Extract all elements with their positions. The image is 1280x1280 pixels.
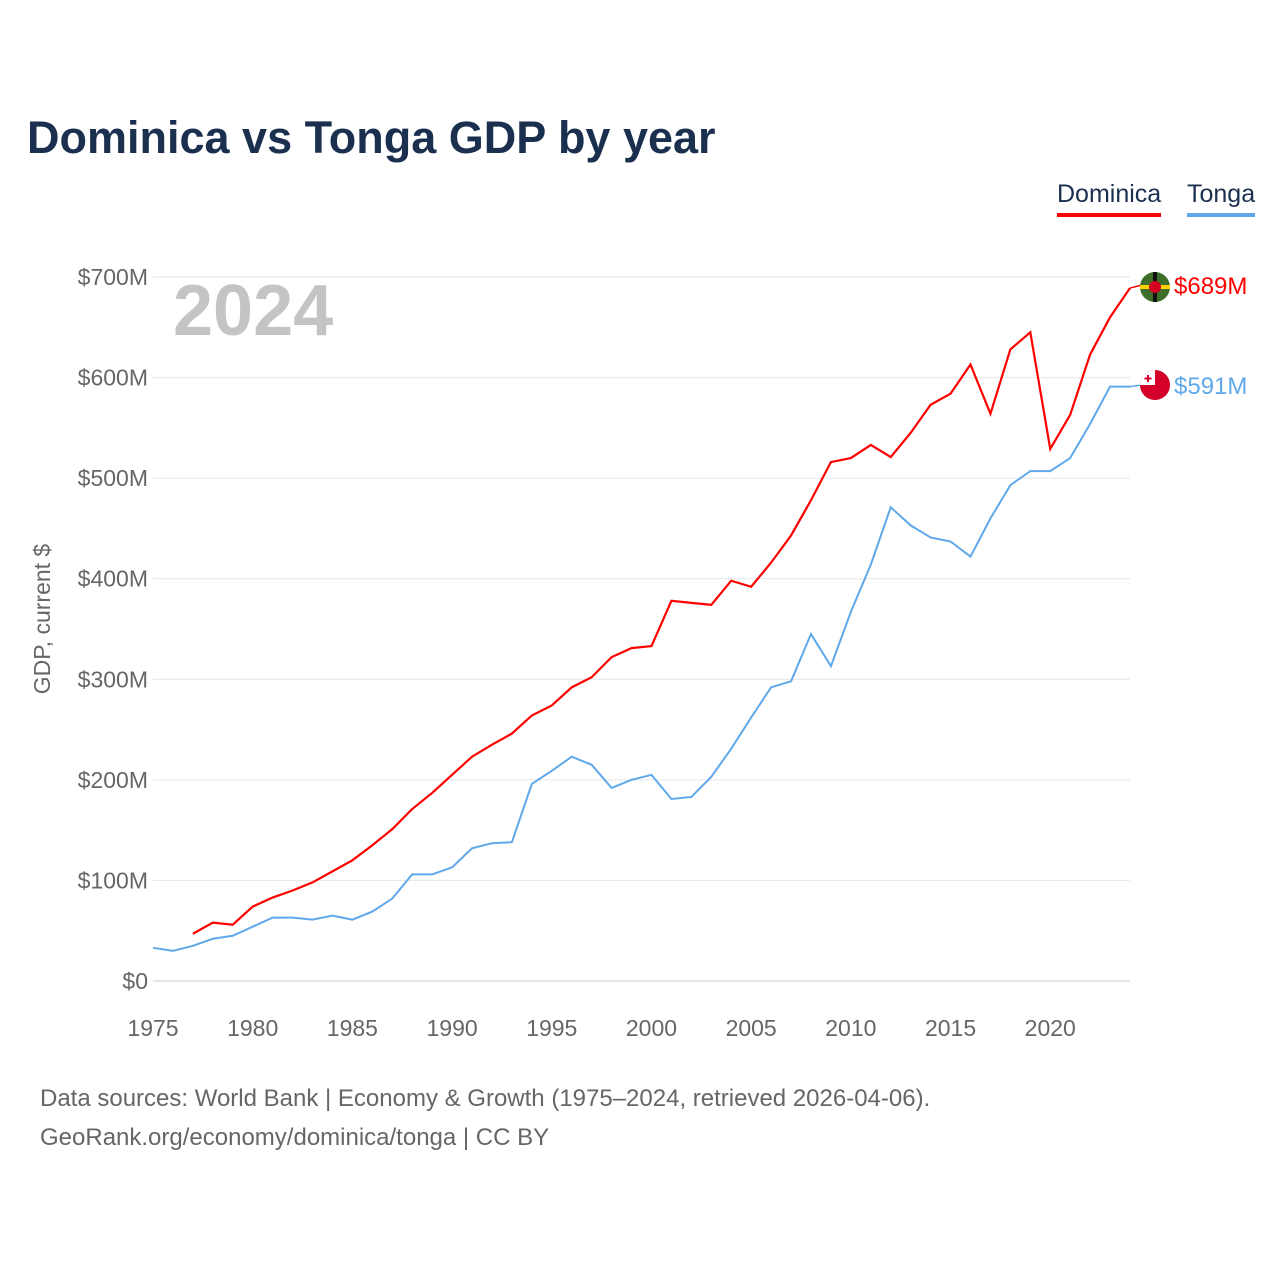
y-tick-label: $400M — [78, 566, 148, 592]
y-tick-label: $600M — [78, 365, 148, 391]
chart-title: Dominica vs Tonga GDP by year — [27, 112, 716, 163]
tonga-flag-cross — [1144, 377, 1152, 380]
x-tick-label: 2005 — [726, 1015, 777, 1041]
end-value-label: $689M — [1174, 273, 1247, 300]
year-label: 2024 — [173, 271, 334, 351]
x-tick-label: 1985 — [327, 1015, 378, 1041]
x-tick-label: 1980 — [227, 1015, 278, 1041]
series-line-dominica — [192, 287, 1131, 935]
source-text: Data sources: World Bank | Economy & Gro… — [40, 1085, 931, 1112]
x-tick-label: 2010 — [825, 1015, 876, 1041]
end-value-label: $591M — [1174, 373, 1247, 400]
x-tick-label: 1975 — [127, 1015, 178, 1041]
legend-item-tonga[interactable]: Tonga — [1187, 180, 1256, 217]
end-connector — [1129, 384, 1143, 388]
x-tick-label: 1990 — [426, 1015, 477, 1041]
y-tick-label: $0 — [122, 968, 148, 994]
series-line-tonga — [152, 385, 1130, 952]
y-tick-label: $200M — [78, 767, 148, 793]
y-tick-label: $300M — [78, 666, 148, 692]
y-tick-label: $100M — [78, 867, 148, 893]
y-tick-label: $500M — [78, 465, 148, 491]
x-tick-label: 2020 — [1025, 1015, 1076, 1041]
x-tick-label: 1995 — [526, 1015, 577, 1041]
flag-disc — [1149, 281, 1161, 293]
y-tick-label: $700M — [78, 264, 148, 290]
legend-item-dominica[interactable]: Dominica — [1057, 180, 1162, 217]
x-tick-label: 2000 — [626, 1015, 677, 1041]
source-url: GeoRank.org/economy/dominica/tonga | CC … — [40, 1124, 550, 1151]
y-axis-label: GDP, current $ — [29, 544, 55, 695]
x-tick-label: 2015 — [925, 1015, 976, 1041]
